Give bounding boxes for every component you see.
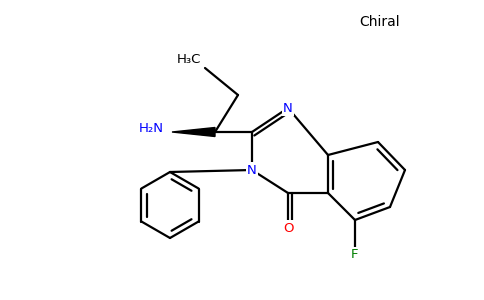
Text: Chiral: Chiral xyxy=(360,15,400,29)
Text: H₃C: H₃C xyxy=(177,53,201,66)
Text: N: N xyxy=(247,164,257,176)
Text: H₂N: H₂N xyxy=(139,122,164,134)
Text: N: N xyxy=(283,101,293,115)
Text: F: F xyxy=(351,248,359,262)
Text: O: O xyxy=(283,221,293,235)
Polygon shape xyxy=(172,128,215,136)
